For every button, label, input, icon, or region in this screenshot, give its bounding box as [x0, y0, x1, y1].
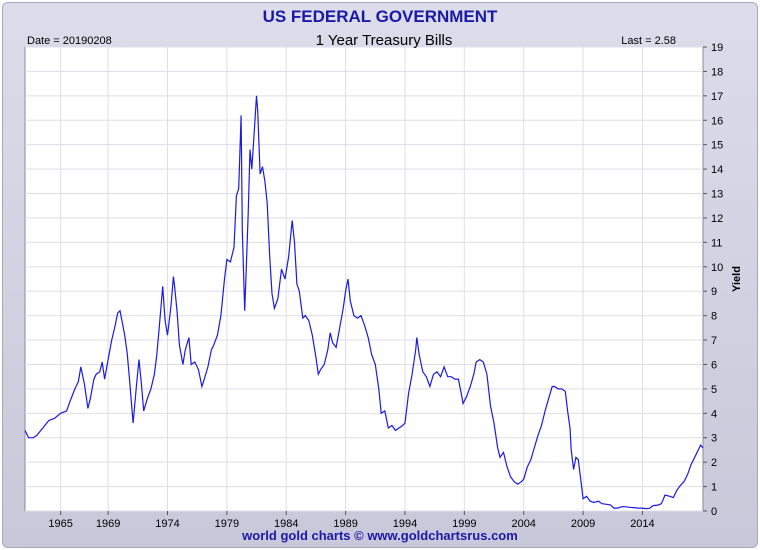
- y-tick-label: 10: [711, 262, 723, 274]
- y-tick-label: 7: [711, 335, 717, 347]
- x-tick-label: 1979: [215, 518, 239, 530]
- x-tick-label: 1974: [155, 518, 179, 530]
- last-label: Last = 2.58: [621, 35, 676, 47]
- chart-title: 1 Year Treasury Bills: [316, 32, 453, 49]
- y-tick-label: 1: [711, 482, 717, 494]
- y-tick-label: 4: [711, 408, 717, 420]
- y-tick-label: 3: [711, 433, 717, 445]
- series-line: [24, 95, 704, 510]
- y-tick-label: 11: [711, 237, 722, 249]
- y-tick-label: 19: [711, 42, 723, 54]
- y-tick-label: 8: [711, 311, 717, 323]
- y-tick-label: 14: [711, 164, 723, 176]
- y-tick-label: 2: [711, 457, 717, 469]
- y-axis-label: Yield: [731, 266, 743, 292]
- y-tick-label: 5: [711, 384, 717, 396]
- x-tick-label: 1984: [274, 518, 298, 530]
- x-tick-label: 1994: [393, 518, 417, 530]
- y-tick-label: 16: [711, 115, 723, 127]
- y-tick-label: 15: [711, 140, 723, 152]
- footer-credit: world gold charts © www.goldchartsrus.co…: [242, 528, 518, 543]
- y-tick-label: 12: [711, 213, 723, 225]
- y-tick-label: 6: [711, 359, 717, 371]
- plot-area: [24, 46, 704, 512]
- y-tick-label: 9: [711, 286, 717, 298]
- x-tick-label: 1965: [48, 518, 72, 530]
- x-tick-label: 1989: [333, 518, 357, 530]
- y-tick-label: 0: [711, 506, 717, 518]
- x-tick-label: 1999: [452, 518, 476, 530]
- x-tick-label: 2009: [571, 518, 595, 530]
- y-tick-label: 17: [711, 91, 723, 103]
- x-tick-label: 2004: [511, 518, 535, 530]
- date-label: Date = 20190208: [27, 35, 112, 47]
- y-tick-label: 13: [711, 189, 723, 201]
- x-tick-label: 1969: [96, 518, 120, 530]
- y-tick-label: 18: [711, 66, 723, 78]
- banner-title: US FEDERAL GOVERNMENT: [262, 7, 498, 26]
- x-tick-label: 2014: [630, 518, 654, 530]
